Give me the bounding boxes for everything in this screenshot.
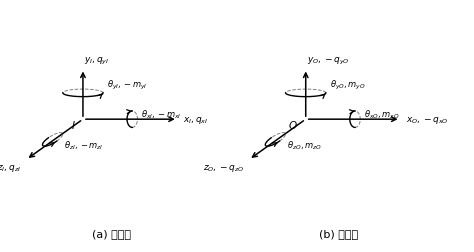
Text: $z_I,q_{zI}$: $z_I,q_{zI}$ — [0, 162, 21, 173]
Text: $\theta_{zI},-m_{zI}$: $\theta_{zI},-m_{zI}$ — [64, 139, 104, 151]
Text: I: I — [72, 121, 74, 131]
Text: $y_O,-q_{yO}$: $y_O,-q_{yO}$ — [307, 55, 350, 66]
Text: $\theta_{yO},m_{yO}$: $\theta_{yO},m_{yO}$ — [330, 78, 365, 91]
Text: $\theta_{zO},m_{zO}$: $\theta_{zO},m_{zO}$ — [287, 139, 322, 151]
Text: (b) 输出端: (b) 输出端 — [319, 228, 358, 238]
Text: $y_I,q_{yI}$: $y_I,q_{yI}$ — [84, 55, 110, 66]
Text: $\theta_{xO},m_{xO}$: $\theta_{xO},m_{xO}$ — [364, 109, 400, 121]
Text: $\theta_{yI},-m_{yI}$: $\theta_{yI},-m_{yI}$ — [107, 78, 147, 91]
Text: $\theta_{xI},-m_{xI}$: $\theta_{xI},-m_{xI}$ — [141, 109, 182, 121]
Text: $x_O,-q_{xO}$: $x_O,-q_{xO}$ — [406, 114, 449, 125]
Text: $z_O,-q_{zO}$: $z_O,-q_{zO}$ — [203, 162, 244, 173]
Text: (a) 输入端: (a) 输入端 — [92, 228, 131, 238]
Text: $x_I,q_{xI}$: $x_I,q_{xI}$ — [183, 114, 209, 125]
Text: O: O — [289, 121, 297, 131]
